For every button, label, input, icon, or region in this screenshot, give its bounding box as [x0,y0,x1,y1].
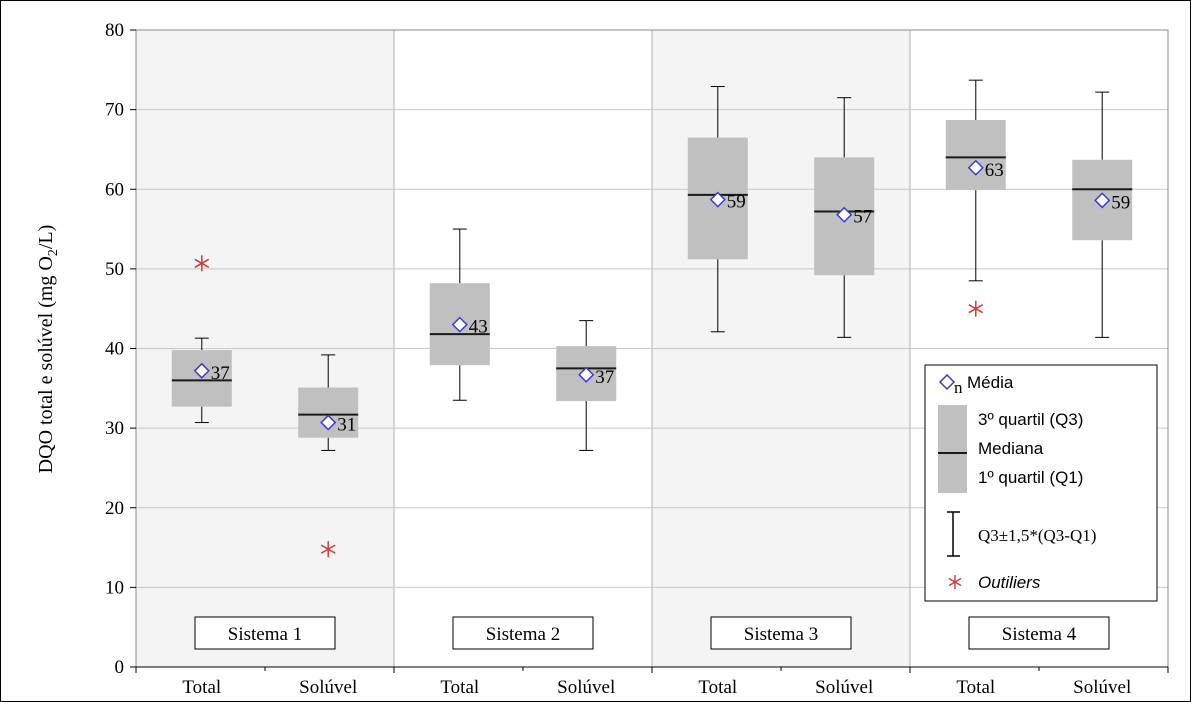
legend-median-text: Mediana [978,439,1044,458]
mean-label: 63 [985,160,1004,181]
legend-outlier-sample [948,575,962,589]
mean-marker [451,316,468,333]
y-axis-title-end: /L) [35,225,57,249]
mean-label: 43 [469,317,488,338]
y-axis-title-subscript: 2 [46,249,61,256]
outlier-marker [194,255,210,272]
mean-marker [967,159,984,176]
box-1-soluvel: 31 [298,354,359,558]
y-tick-label: 30 [105,418,124,439]
y-tick-label: 20 [105,498,124,519]
x-category-label: Solúvel [557,677,615,698]
mean-label: 59 [1111,192,1130,213]
x-category-label: Solúvel [815,677,873,698]
group-dividers [393,30,911,667]
box-4-total: 63 [945,79,1006,317]
mean-label: 59 [727,192,746,213]
legend-whisker-text: Q3±1,5*(Q3-Q1) [978,526,1096,545]
y-tick-label: 80 [105,20,124,41]
outlier-marker [320,541,336,558]
y-tick-label: 40 [105,339,124,360]
system-label-box [968,616,1110,650]
mean-label: 37 [211,363,230,384]
mean-label: 37 [595,367,614,388]
outlier-stroke [194,258,210,268]
legend-mean-marker [938,373,956,391]
box-3-total: 59 [687,86,748,333]
system-label: Sistema 4 [1002,624,1077,645]
system-label-box [710,616,852,650]
legend-box-sample [938,405,967,493]
box-4-soluvel: 59 [1072,91,1133,338]
legend-mean-text: Média [967,373,1014,392]
iqr-box [945,119,1006,191]
legend-q3-text: 3º quartil (Q3) [978,410,1083,429]
y-axis-title-main: DQO total e solúvel (mg O [35,256,57,473]
mean-marker [193,362,210,379]
box-3-soluvel: 57 [814,97,875,338]
x-category-label: Total [182,677,221,698]
x-axis-ticks: Total Solúvel Total Solúvel Total Solúvel Tota… [135,667,1169,698]
x-category-label: Solúvel [1073,677,1131,698]
y-tick-label: 60 [105,179,124,200]
mean-marker [320,414,337,431]
system-label: Sistema 3 [744,624,818,645]
legend-mean-marker-char: n [954,378,963,397]
y-tick-label: 50 [105,259,124,280]
system-label: Sistema 2 [486,624,560,645]
y-tick-label: 70 [105,100,124,121]
box-2-soluvel: 37 [556,320,617,451]
x-category-label: Total [440,677,479,698]
x-category-label: Total [698,677,737,698]
legend: n Média 3º quartil (Q3) Mediana 1º quart… [924,364,1158,602]
mean-marker [709,191,726,208]
system-label: Sistema 1 [228,624,302,645]
y-tick-label: 0 [115,657,125,678]
outlier-stroke [968,304,984,314]
y-tick-label: 10 [105,577,124,598]
y-axis-title: DQO total e solúvel (mg O2/L) [35,225,61,474]
x-category-label: Total [956,677,995,698]
system-label-box [194,616,336,650]
legend-whisker-sample [947,511,960,557]
system-labels: Sistema 1 Sistema 2 Sistema 3 Sistema 4 [194,616,1110,650]
outlier-stroke [320,544,336,554]
mean-label: 57 [853,207,872,228]
box-1-total: 37 [171,255,232,424]
boxes: 37 31 43 37 59 57 63 59 [171,79,1133,558]
legend-q1-text: 1º quartil (Q1) [978,468,1083,487]
x-category-label: Solúvel [299,677,357,698]
mean-label: 31 [337,415,356,436]
outlier-marker [968,300,984,317]
legend-outlier-text: Outiliers [978,573,1041,592]
mean-marker [836,206,853,223]
box-2-total: 43 [429,228,490,401]
mean-marker [1094,192,1111,209]
mean-marker [578,366,595,383]
system-label-box [452,616,594,650]
